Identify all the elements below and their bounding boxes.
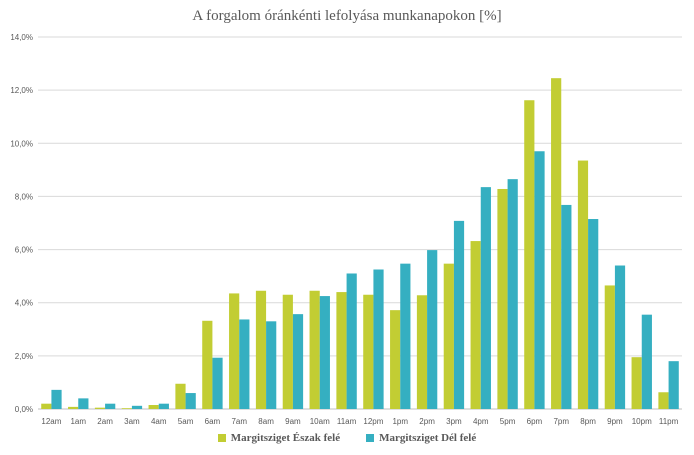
bar-south [400,263,411,409]
x-tick-label: 3am [124,417,140,426]
y-tick-label: 10,0% [10,139,33,148]
bar-south [51,389,62,409]
x-tick-label: 2am [97,417,113,426]
bar-north [390,310,401,409]
bar-north [604,285,615,409]
bar-north [41,403,52,409]
legend-label-north: Margitsziget Észak felé [230,432,341,444]
bar-north [416,295,428,409]
gridlines [38,36,682,410]
bar-south [131,405,143,409]
x-tick-label: 5am [178,417,194,426]
y-tick-label: 8,0% [15,192,33,201]
bar-south [561,204,572,409]
x-tick-label: 7pm [553,417,569,426]
x-tick-label: 1pm [392,417,408,426]
x-tick-label: 1am [70,417,86,426]
bars [41,78,679,410]
x-tick-label: 11am [337,417,357,426]
bar-south [105,403,116,409]
bar-south [212,357,223,409]
bar-south [614,265,626,409]
y-tick-label: 14,0% [10,33,33,42]
bar-north [309,290,320,409]
x-tick-label: 12pm [363,417,383,426]
bar-south [373,269,384,409]
bar-south [158,403,169,409]
bar-north [497,188,508,409]
bar-north [363,294,374,409]
bar-north [551,78,562,409]
x-tick-label: 8pm [580,417,596,426]
bar-north [577,160,589,409]
legend-swatch-south [366,434,375,442]
x-tick-label: 11pm [659,417,679,426]
y-tick-label: 12,0% [10,86,33,95]
bar-south [319,296,330,409]
bar-north [229,293,240,409]
bar-south [239,319,250,409]
x-tick-label: 7am [231,417,247,426]
x-tick-label: 4pm [473,417,489,426]
bar-south [346,273,357,409]
bar-north [336,292,347,409]
bar-south [507,179,518,409]
y-tick-label: 6,0% [15,246,33,255]
bar-north [524,100,535,410]
bar-north [175,383,186,409]
bar-south [588,219,599,409]
bar-south [453,220,465,409]
x-tick-label: 8am [258,417,274,426]
y-axis: 0,0% 2,0% 4,0% 6,0% 8,0% 10,0% 12,0% 14,0% [10,33,33,414]
bar-north [148,405,159,409]
bar-north [443,263,454,409]
bar-south [668,361,679,409]
bar-north [68,406,79,409]
bar-north [631,357,642,409]
x-tick-label: 10pm [632,417,652,426]
bar-south [641,314,652,409]
x-tick-label: 10am [310,417,330,426]
x-axis: 12am 1am 2am 3am 4am 5am 6am 7am 8am 9am 10am 11am 1… [41,417,678,426]
bar-north [94,407,106,409]
chart-title: A forgalom óránkénti lefolyása munkanapo… [192,8,502,24]
legend: Margitsziget Észak felé Margitsziget Dél… [0,432,694,444]
bar-south [78,398,89,409]
bar-south [292,314,304,409]
bar-north [255,290,267,409]
legend-item-south: Margitsziget Dél felé [366,432,476,444]
y-tick-label: 2,0% [15,352,33,361]
bar-south [427,250,438,409]
y-tick-label: 4,0% [15,299,33,308]
bar-north [121,408,132,409]
bar-south [266,321,277,409]
x-tick-label: 3pm [446,417,462,426]
x-tick-label: 4am [151,417,167,426]
x-tick-label: 6am [205,417,221,426]
x-tick-label: 12am [41,417,61,426]
bar-north [282,294,293,409]
bar-north [202,320,213,409]
bar-south [480,187,491,409]
y-tick-label: 0,0% [15,405,33,414]
bar-south [534,151,545,409]
bar-north [470,241,481,409]
bar-south [185,393,196,409]
x-tick-label: 5pm [500,417,516,426]
legend-item-north: Margitsziget Észak felé [217,432,341,444]
legend-label-south: Margitsziget Dél felé [379,432,477,444]
legend-swatch-north [217,434,226,442]
x-tick-label: 6pm [527,417,543,426]
bar-north [658,392,669,409]
x-tick-label: 9am [285,417,301,426]
x-tick-label: 2pm [419,417,435,426]
x-tick-label: 9pm [607,417,623,426]
